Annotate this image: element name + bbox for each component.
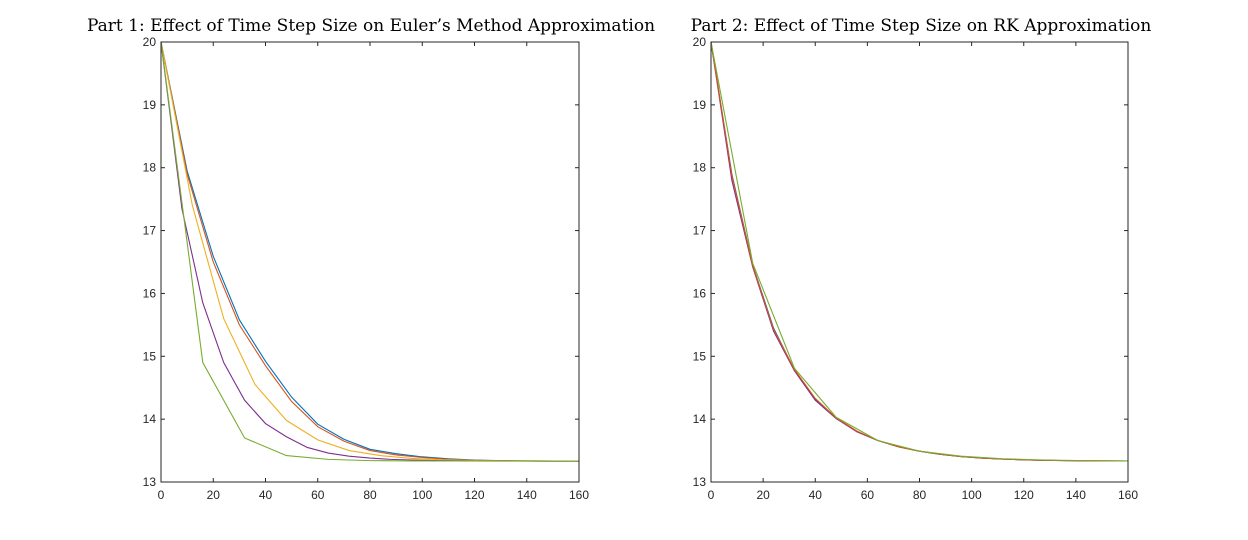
y-tick-label: 19 [143, 98, 157, 112]
x-tick-label: 140 [517, 488, 537, 502]
x-tick-label: 60 [861, 488, 875, 502]
y-tick-label: 19 [693, 98, 707, 112]
series-line-4 [160, 41, 579, 462]
series-line-5 [160, 41, 579, 462]
y-tick-label: 13 [693, 475, 707, 489]
x-tick-label: 0 [708, 488, 715, 502]
series-line-2 [710, 41, 1129, 462]
chart-title: Part 1: Effect of Time Step Size on Eule… [87, 16, 655, 36]
chart-part2: Part 2: Effect of Time Step Size on RK A… [691, 16, 1152, 502]
x-tick-label: 100 [412, 488, 432, 502]
x-tick-label: 160 [1118, 488, 1138, 502]
y-tick-label: 18 [143, 161, 157, 175]
x-tick-label: 120 [464, 488, 484, 502]
x-tick-label: 20 [756, 488, 770, 502]
y-tick-label: 13 [143, 475, 157, 489]
x-tick-label: 60 [311, 488, 325, 502]
y-tick-label: 14 [693, 412, 707, 426]
y-tick-label: 14 [143, 412, 157, 426]
y-tick-label: 18 [693, 161, 707, 175]
y-tick-label: 16 [693, 286, 707, 300]
y-tick-label: 20 [143, 35, 157, 49]
series-line-4 [710, 41, 1129, 462]
chart-part1: Part 1: Effect of Time Step Size on Eule… [87, 16, 655, 502]
x-tick-label: 120 [1014, 488, 1034, 502]
y-tick-label: 15 [143, 349, 157, 363]
y-tick-label: 16 [143, 286, 157, 300]
axes-box [160, 41, 580, 483]
series-line-1 [160, 41, 579, 462]
x-tick-label: 80 [913, 488, 927, 502]
chart-title: Part 2: Effect of Time Step Size on RK A… [691, 16, 1152, 36]
x-tick-label: 100 [962, 488, 982, 502]
y-tick-label: 17 [693, 224, 707, 238]
axes-box [710, 41, 1129, 483]
x-tick-label: 140 [1066, 488, 1086, 502]
y-tick-label: 17 [143, 224, 157, 238]
x-tick-label: 20 [207, 488, 221, 502]
y-tick-label: 15 [693, 349, 707, 363]
x-tick-label: 40 [259, 488, 273, 502]
x-tick-label: 40 [809, 488, 823, 502]
y-tick-label: 20 [693, 35, 707, 49]
x-tick-label: 80 [363, 488, 377, 502]
x-tick-label: 0 [158, 488, 165, 502]
series-line-2 [160, 41, 579, 462]
series-line-3 [160, 41, 579, 462]
series-line-1 [710, 41, 1129, 462]
series-line-3 [710, 41, 1129, 462]
x-tick-label: 160 [569, 488, 589, 502]
